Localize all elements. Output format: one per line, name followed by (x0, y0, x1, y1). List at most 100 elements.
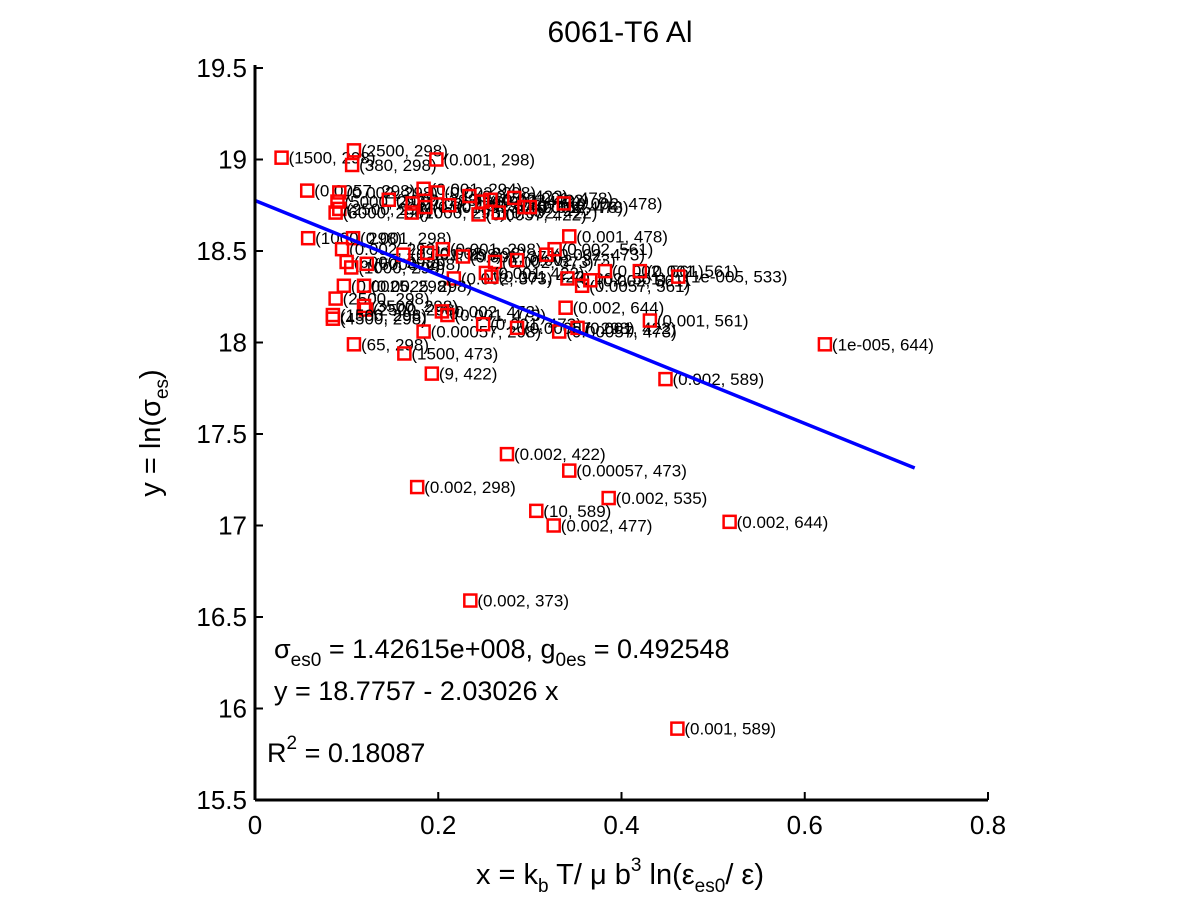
fit-line-group (254, 198, 916, 470)
data-point (420, 245, 435, 261)
x-tick-label: 0 (248, 810, 262, 840)
data-point (359, 256, 375, 272)
point-label: (65, 298) (361, 335, 429, 354)
data-point (416, 324, 431, 339)
data-point (546, 518, 561, 533)
data-point (547, 241, 562, 257)
data-point (509, 252, 525, 268)
point-label: (0.002, 373) (502, 253, 594, 272)
data-point (397, 346, 412, 361)
data-point (381, 192, 397, 208)
x-tick-label: 0.6 (787, 810, 823, 840)
data-point (358, 302, 374, 317)
point-label: (1500, 298) (340, 306, 427, 325)
data-point (325, 311, 341, 326)
data-point (522, 199, 538, 215)
point-label: (0.002, 478) (537, 198, 629, 217)
point-label: (0.002, 473) (553, 246, 645, 265)
data-point (346, 337, 362, 352)
point-label: (0.001, 373) (470, 247, 562, 266)
data-point (409, 479, 425, 495)
data-point (300, 230, 316, 246)
point-label: (0.002, 478) (531, 198, 623, 217)
chart-title: 6061-T6 Al (547, 16, 692, 49)
point-label: (0.002, 477) (561, 517, 653, 536)
data-point (336, 278, 352, 294)
point-label: (0.001, 589) (684, 720, 776, 739)
point-label: (0.001, 298) (443, 151, 535, 170)
point-label: (0.001, 298) (360, 229, 452, 248)
x-tick-label: 0.4 (603, 810, 639, 840)
point-label: (9, 422) (439, 365, 498, 384)
point-label: (4500, 298) (340, 310, 427, 329)
data-point (463, 593, 478, 608)
point-label: (0.00057, 473) (576, 462, 687, 481)
point-label: (0.002, 298) (424, 478, 516, 497)
data-point (671, 269, 686, 284)
data-point (344, 157, 360, 173)
y-tick-label: 17 (218, 511, 247, 541)
r-squared: R2 = 0.18087 (267, 733, 425, 768)
data-point (416, 181, 431, 197)
data-point (424, 366, 440, 381)
point-label: (1500, 473) (411, 344, 498, 363)
data-point (658, 371, 673, 387)
data-point (491, 205, 506, 220)
point-label: (0.0025, 298) (371, 277, 472, 296)
data-point (499, 446, 515, 462)
data-point (475, 316, 491, 332)
point-label: (0.001, 473) (490, 315, 582, 334)
point-label: (0.001, 422) (476, 187, 568, 206)
point-label: (0.002, 535) (616, 489, 708, 508)
point-label: (0.001, 561) (647, 262, 739, 281)
data-point (328, 291, 343, 306)
data-point (601, 490, 616, 506)
point-label: (5000, 298) (374, 255, 461, 274)
y-ticks: 15.5 16 16.5 17 17.5 18 18.5 19 19.5 (196, 53, 263, 815)
data-point (356, 298, 372, 314)
y-tick-label: 16 (218, 694, 247, 724)
data-point (484, 269, 499, 284)
point-label: (0.002, 561) (597, 271, 689, 290)
point-label: (0.001, 422) (585, 319, 677, 338)
y-tick-label: 15.5 (196, 785, 247, 815)
data-point (332, 201, 347, 217)
point-label: (0.002, 561) (562, 240, 654, 259)
data-point (558, 300, 573, 315)
point-label: (380, 298) (359, 156, 437, 175)
point-label: (0.0057, 561) (589, 277, 690, 296)
data-point (670, 721, 685, 736)
data-point (562, 229, 577, 244)
data-point (507, 190, 522, 206)
y-tick-label: 18.5 (196, 236, 247, 266)
point-label: (0.002, 589) (672, 370, 764, 389)
data-point (440, 307, 455, 323)
x-tick-label: 0.8 (970, 810, 1006, 840)
data-point (418, 199, 433, 215)
data-point (632, 263, 648, 279)
point-label: (1000, 298) (358, 258, 445, 277)
point-label: (0.001, 561) (657, 312, 749, 331)
point-label: (0.002, 298) (349, 240, 441, 259)
y-axis-label: y = ln(σes) (135, 369, 173, 496)
data-point (435, 241, 451, 257)
point-label: (0.002, 644) (573, 299, 665, 318)
data-point (274, 150, 289, 165)
data-point (343, 260, 359, 275)
x-axis-label: x = kb T/ μ b3 ln(εes0/ ε) (476, 855, 764, 897)
data-point (404, 205, 419, 220)
data-point (299, 183, 315, 198)
point-label: (0.002, 478) (571, 194, 663, 213)
y-tick-label: 16.5 (196, 602, 247, 632)
data-point (328, 205, 343, 220)
point-label: (1500, 298) (289, 149, 376, 168)
data-point (441, 198, 457, 213)
fit-equation: y = 18.7757 - 2.03026 x (274, 676, 559, 706)
point-label: (0.00057, 298) (524, 319, 635, 338)
sigma-annotation: σes0 = 1.42615e+008, g0es = 0.492548 (274, 634, 730, 671)
data-point (560, 271, 575, 286)
data-point (356, 278, 372, 294)
point-label: (0.002, 373) (524, 251, 616, 270)
data-point (346, 143, 362, 158)
